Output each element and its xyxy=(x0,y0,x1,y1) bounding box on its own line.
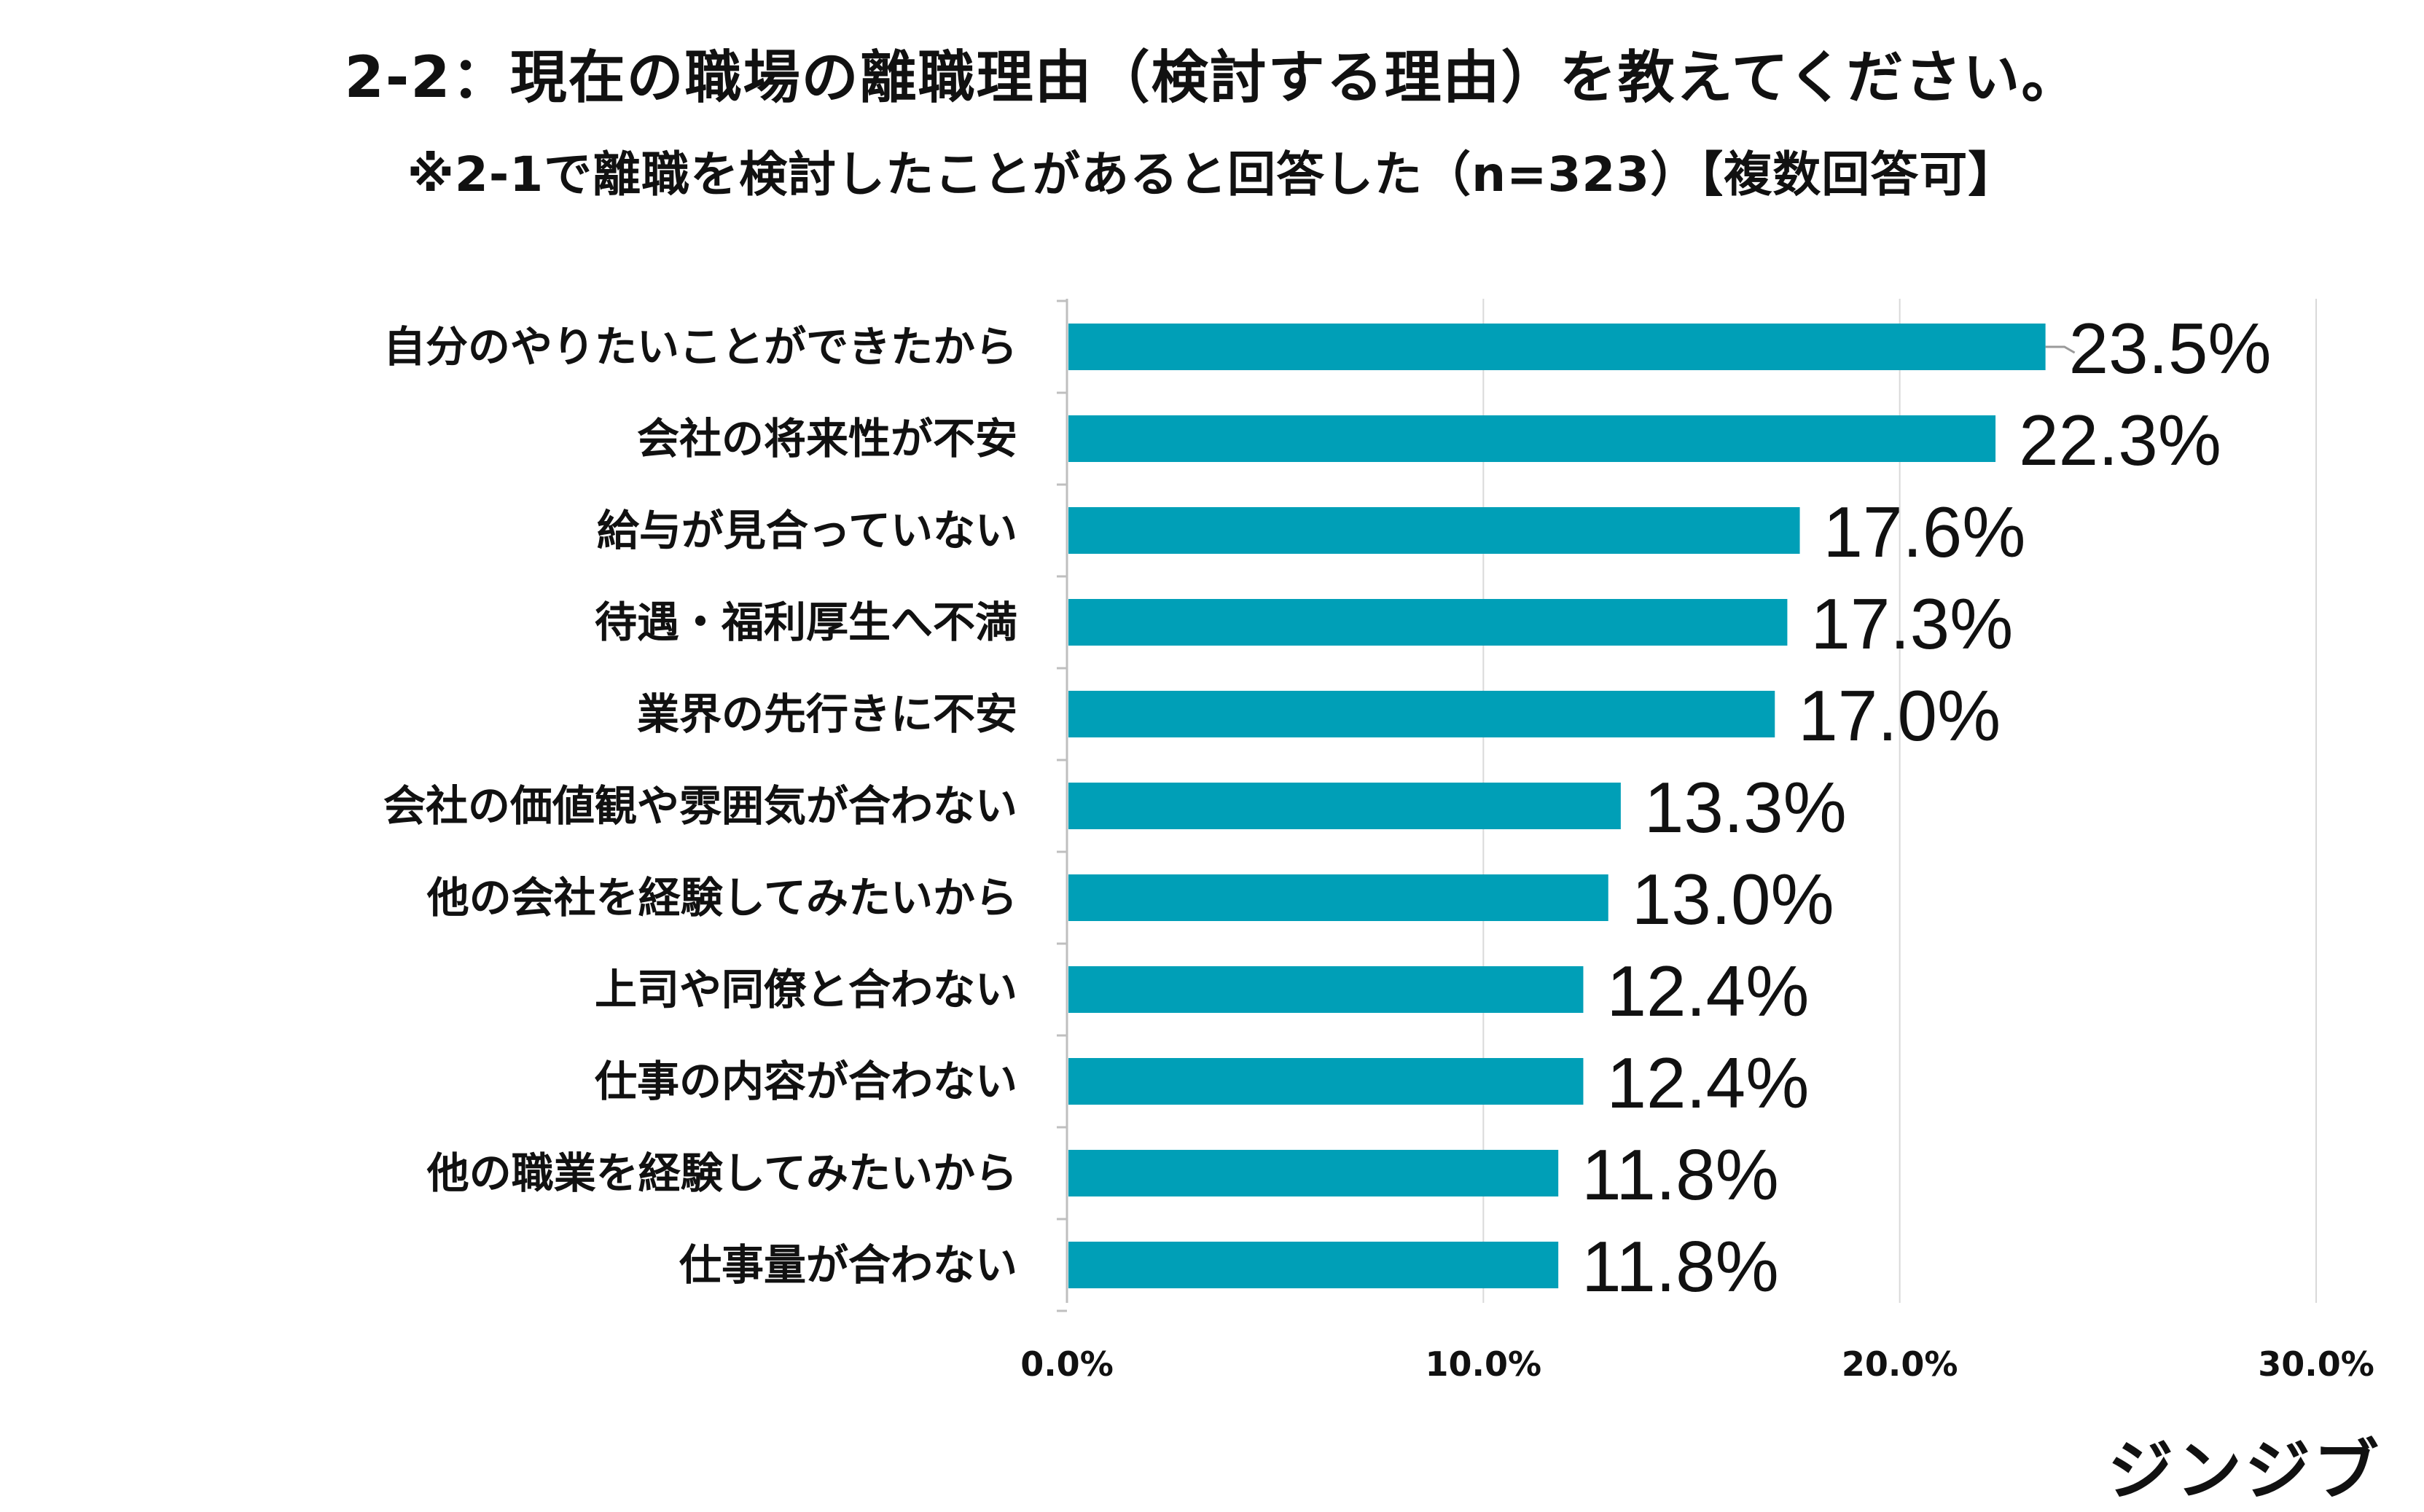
data-label: 11.8% xyxy=(1582,1135,1779,1215)
bar xyxy=(1068,783,1621,829)
data-label: 13.0% xyxy=(1632,859,1834,939)
category-label: 仕事の内容が合わない xyxy=(595,1057,1017,1106)
data-label: 13.3% xyxy=(1644,767,1847,847)
bar xyxy=(1068,1058,1584,1105)
data-label: 17.0% xyxy=(1798,675,2001,756)
brand-logo: ジンジブ xyxy=(2108,1433,2382,1509)
bar xyxy=(1068,1150,1559,1196)
bar xyxy=(1068,415,1996,462)
bar xyxy=(1068,1242,1559,1288)
bar xyxy=(1068,874,1608,921)
x-tick-label: 20.0% xyxy=(1842,1344,1958,1384)
category-label: 業界の先行きに不安 xyxy=(637,689,1017,739)
x-tick-label: 30.0% xyxy=(2258,1344,2374,1384)
category-label: 会社の価値観や雰囲気が合わない xyxy=(383,781,1017,831)
chart-subtitle: ※2-1で離職を検討したことがあると回答した（n=323）【複数回答可】 xyxy=(407,146,2017,203)
data-label: 23.5% xyxy=(2069,308,2272,388)
x-tick-label: 0.0% xyxy=(1020,1344,1114,1384)
bar xyxy=(1068,324,2046,370)
category-label: 給与が見合っていない xyxy=(597,506,1017,555)
category-label: 仕事量が合わない xyxy=(679,1240,1017,1290)
category-label: 会社の将来性が不安 xyxy=(637,414,1017,463)
category-label: 他の職業を経験してみたいから xyxy=(426,1148,1017,1198)
category-label: 待遇・福利厚生へ不満 xyxy=(595,598,1017,647)
category-label: 上司や同僚と合わない xyxy=(595,965,1017,1014)
data-label: 22.3% xyxy=(2019,400,2221,480)
data-label: 12.4% xyxy=(1606,1043,1809,1123)
bar xyxy=(1068,691,1775,737)
chart-title: 2-2：現在の職場の離職理由（検討する理由）を教えてください。 xyxy=(344,45,2080,111)
leader-line xyxy=(2045,345,2076,354)
data-label: 11.8% xyxy=(1582,1226,1779,1307)
category-label: 他の会社を経験してみたいから xyxy=(426,873,1017,923)
data-label: 17.3% xyxy=(1810,584,2013,664)
data-label: 17.6% xyxy=(1823,492,2026,572)
category-label: 自分のやりたいことができたから xyxy=(383,322,1017,372)
bar xyxy=(1068,599,1788,646)
data-label: 12.4% xyxy=(1606,951,1809,1031)
bar xyxy=(1068,507,1800,554)
bar xyxy=(1068,966,1584,1013)
x-tick-label: 10.0% xyxy=(1426,1344,1542,1384)
